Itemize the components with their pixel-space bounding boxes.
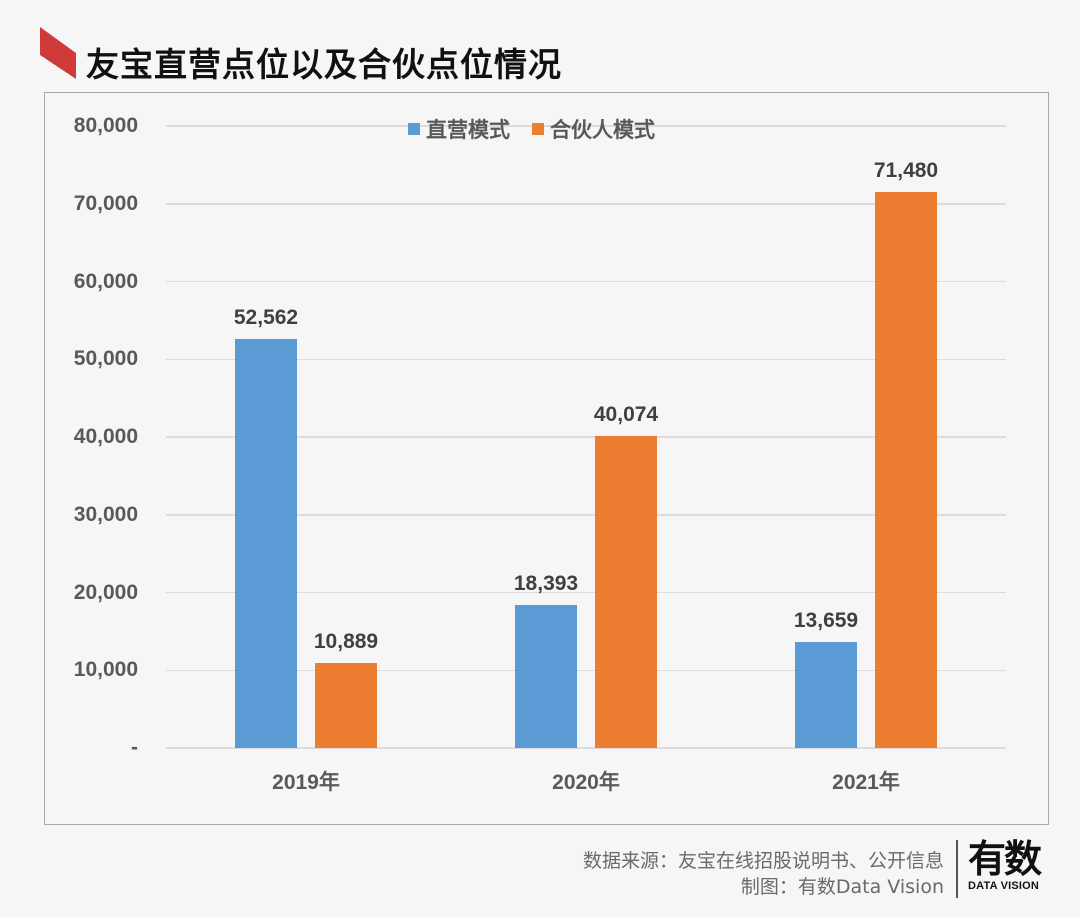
- source-note: 数据来源：友宝在线招股说明书、公开信息: [582, 850, 944, 872]
- page-title: 友宝直营点位以及合伙点位情况: [86, 45, 562, 84]
- bar-value-label: 52,562: [233, 306, 299, 330]
- bar-direct: [795, 641, 857, 748]
- y-tick-label: 20,000: [73, 580, 138, 604]
- x-category-label: 2021年: [832, 771, 900, 794]
- gridline: [166, 747, 1006, 749]
- credit-note: 制图：有数Data Vision: [740, 876, 944, 898]
- logo-text-en: DATA VISION: [968, 880, 1040, 892]
- gridline: [166, 514, 1006, 516]
- bar-direct: [515, 604, 577, 748]
- x-category-label: 2019年: [272, 771, 340, 794]
- gridline: [166, 203, 1006, 205]
- logo-text-cn: 有数: [968, 837, 1042, 881]
- bar-value-label: 40,074: [593, 403, 659, 427]
- chart-legend: 直营模式 合伙人模式: [408, 114, 677, 144]
- legend-swatch-blue: [408, 123, 420, 135]
- y-tick-label: -: [131, 736, 138, 759]
- y-tick-label: 50,000: [73, 347, 138, 371]
- gridline: [166, 669, 1006, 671]
- gridline: [166, 358, 1006, 360]
- y-tick-label: 10,000: [73, 658, 138, 682]
- legend-swatch-orange: [532, 123, 544, 135]
- bar-value-label: 18,393: [513, 571, 579, 595]
- bar-value-label: 10,889: [313, 630, 379, 654]
- x-category-label: 2020年: [552, 771, 620, 794]
- legend-label: 合伙人模式: [550, 118, 655, 142]
- gridline: [166, 436, 1006, 438]
- title-accent-icon: [40, 27, 76, 79]
- bar-partner: [875, 192, 937, 748]
- gridline: [166, 280, 1006, 283]
- y-tick-label: 80,000: [73, 114, 138, 137]
- legend-item-direct: 直营模式: [408, 114, 510, 144]
- bar-value-label: 13,659: [793, 608, 859, 632]
- y-tick-label: 70,000: [73, 191, 138, 215]
- brand-logo: 有数 DATA VISION: [968, 838, 1053, 892]
- chart-frame: [44, 92, 1049, 825]
- legend-label: 直营模式: [426, 118, 510, 142]
- gridline: [166, 591, 1006, 594]
- bar-partner: [315, 663, 377, 748]
- y-tick-label: 30,000: [73, 502, 138, 526]
- bar-direct: [235, 339, 297, 748]
- bar-value-label: 71,480: [873, 159, 939, 183]
- y-tick-label: 40,000: [73, 425, 138, 448]
- footer-divider: [956, 840, 958, 898]
- gridline: [166, 125, 1006, 127]
- y-tick-label: 60,000: [73, 269, 138, 293]
- legend-item-partner: 合伙人模式: [532, 114, 655, 144]
- bar-partner: [595, 436, 657, 748]
